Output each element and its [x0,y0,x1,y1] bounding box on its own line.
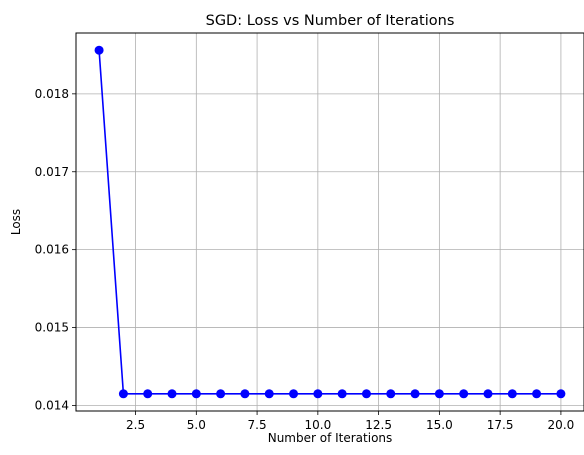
data-point [361,389,371,399]
data-point [459,389,469,399]
loss-series-markers [94,45,566,399]
data-point [507,389,517,399]
data-point [167,389,177,399]
data-point [216,389,226,399]
x-tick-label: 2.5 [126,418,145,432]
chart-title: SGD: Loss vs Number of Iterations [206,13,455,29]
y-tick-label: 0.014 [35,398,69,412]
y-tick-label: 0.015 [35,321,69,335]
y-tick-label: 0.018 [35,87,69,101]
x-tick-label: 15.0 [426,418,453,432]
data-point [410,389,420,399]
plot-area [75,32,584,412]
data-point [313,389,323,399]
y-axis: 0.014 0.015 0.016 0.017 0.018 [35,87,76,412]
x-tick-label: 12.5 [365,418,392,432]
x-tick-label: 5.0 [187,418,206,432]
data-point [264,389,274,399]
data-point [118,389,128,399]
data-point [143,389,153,399]
data-point [532,389,542,399]
grid [76,33,584,411]
data-point [434,389,444,399]
y-axis-label: Loss [9,209,23,235]
y-tick-label: 0.017 [35,165,69,179]
data-point [556,389,566,399]
x-tick-label: 10.0 [304,418,331,432]
x-tick-label: 20.0 [548,418,575,432]
loss-series-line [98,50,561,395]
x-axis-label: Number of Iterations [268,431,393,445]
data-point [483,389,493,399]
x-tick-label: 7.5 [248,418,267,432]
y-tick-label: 0.016 [35,243,69,257]
data-point [337,389,347,399]
data-point [386,389,396,399]
data-point [94,45,104,55]
x-axis: 2.5 5.0 7.5 10.0 12.5 15.0 17.5 20.0 [126,411,574,432]
data-point [289,389,299,399]
data-point [191,389,201,399]
x-tick-label: 17.5 [487,418,514,432]
data-point [240,389,250,399]
